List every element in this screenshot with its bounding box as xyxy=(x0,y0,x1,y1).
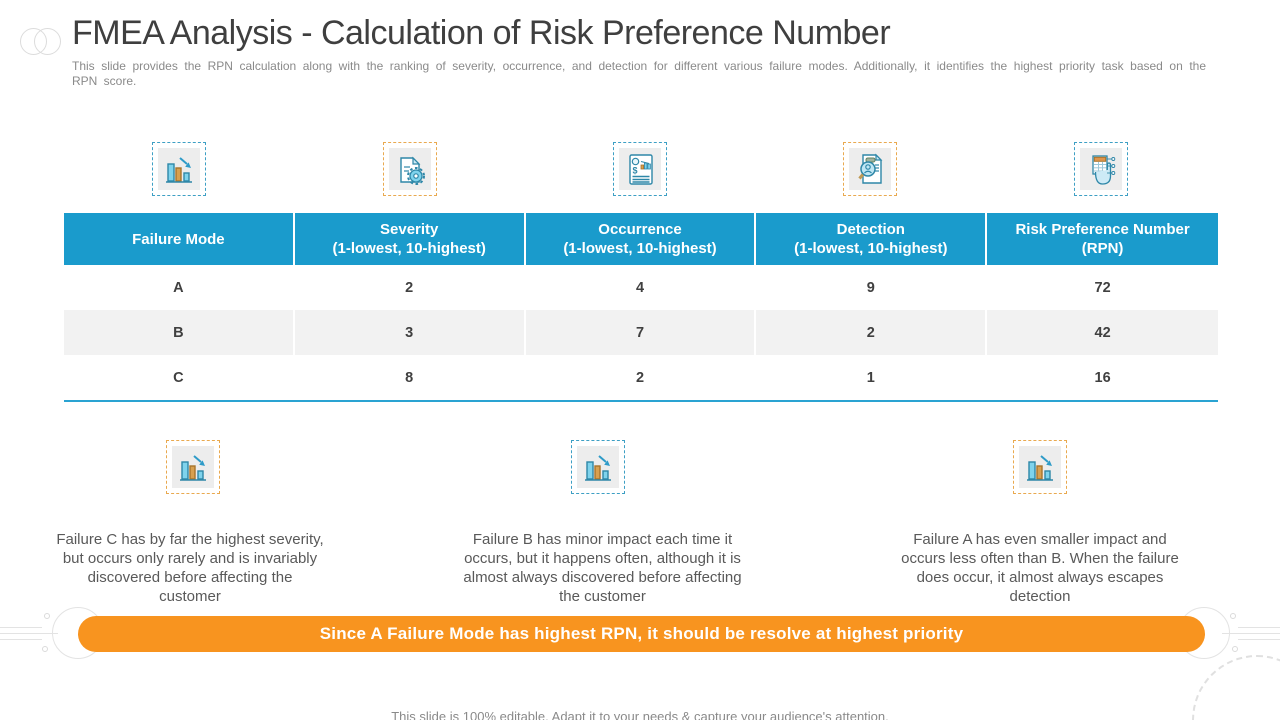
financial-report-icon xyxy=(613,142,667,196)
decor-line xyxy=(0,639,42,640)
note-failure-a: Failure A has even smaller impact and oc… xyxy=(901,531,1179,605)
document-search-icon xyxy=(843,142,897,196)
decor-line xyxy=(1238,639,1280,640)
decor-node xyxy=(1230,613,1236,619)
slide-subtitle: This slide provides the RPN calculation … xyxy=(72,59,1206,88)
icon-tile xyxy=(158,148,200,190)
document-gear-icon xyxy=(383,142,437,196)
column-header-rpn: Risk Preference Number (RPN) xyxy=(987,213,1218,265)
rpn-table: Failure Mode Severity (1-lowest, 10-high… xyxy=(64,213,1218,402)
icon-tile xyxy=(389,148,431,190)
column-header-severity: Severity (1-lowest, 10-highest) xyxy=(294,213,526,265)
cell-failure-mode: A xyxy=(64,265,295,310)
hand-checklist-icon xyxy=(1074,142,1128,196)
decor-node xyxy=(1232,646,1238,652)
decor-line xyxy=(0,627,42,628)
cell-occurrence: 7 xyxy=(526,310,757,355)
declining-bar-chart-icon xyxy=(1013,440,1067,494)
footer-note: This slide is 100% editable. Adapt it to… xyxy=(391,709,889,720)
conclusion-banner: Since A Failure Mode has highest RPN, it… xyxy=(78,616,1205,652)
table-row: A 2 4 9 72 xyxy=(64,265,1218,310)
table-row: C 8 2 1 16 xyxy=(64,355,1218,400)
declining-bar-chart-icon xyxy=(571,440,625,494)
cell-severity: 2 xyxy=(295,265,526,310)
conclusion-banner-text: Since A Failure Mode has highest RPN, it… xyxy=(319,624,964,643)
declining-bar-chart-icon xyxy=(152,142,206,196)
cell-rpn: 42 xyxy=(1094,324,1111,341)
column-header-detection: Detection (1-lowest, 10-highest) xyxy=(756,213,988,265)
decor-line xyxy=(1222,633,1280,634)
cell-detection: 1 xyxy=(756,355,988,400)
cell-occurrence: 2 xyxy=(526,355,757,400)
table-row: B 3 7 2 42 xyxy=(64,310,1218,355)
cell-detection: 9 xyxy=(756,265,988,310)
cell-rpn: 16 xyxy=(1094,369,1111,386)
cell-failure-mode: C xyxy=(64,355,295,400)
declining-bar-chart-icon xyxy=(166,440,220,494)
cell-rpn: 72 xyxy=(1094,279,1111,296)
note-failure-c: Failure C has by far the highest severit… xyxy=(56,531,324,605)
icon-tile xyxy=(172,446,214,488)
icon-tile xyxy=(849,148,891,190)
icon-tile xyxy=(577,446,619,488)
decor-line xyxy=(0,633,58,634)
cell-failure-mode: B xyxy=(64,310,295,355)
icon-tile xyxy=(1019,446,1061,488)
column-header-failure-mode: Failure Mode xyxy=(64,213,295,265)
logo-circles-icon xyxy=(20,28,61,60)
column-header-occurrence: Occurrence (1-lowest, 10-highest) xyxy=(525,213,757,265)
cell-severity: 3 xyxy=(295,310,526,355)
decor-line xyxy=(1238,627,1280,628)
icon-tile xyxy=(619,148,661,190)
icon-tile xyxy=(1080,148,1122,190)
cell-severity: 8 xyxy=(295,355,526,400)
decor-node xyxy=(42,646,48,652)
cell-occurrence: 4 xyxy=(526,265,757,310)
table-header-row: Failure Mode Severity (1-lowest, 10-high… xyxy=(64,213,1218,265)
cell-detection: 2 xyxy=(756,310,988,355)
page-title: FMEA Analysis - Calculation of Risk Pref… xyxy=(72,14,891,52)
decor-node xyxy=(44,613,50,619)
note-failure-b: Failure B has minor impact each time it … xyxy=(463,531,742,605)
